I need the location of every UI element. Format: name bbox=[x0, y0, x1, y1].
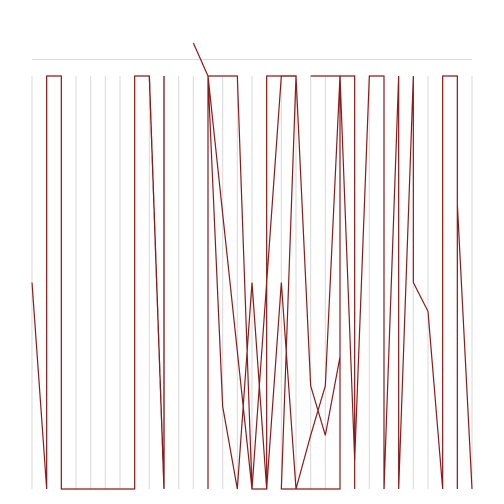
series-line-2 bbox=[192, 42, 341, 490]
series-line-4 bbox=[339, 75, 385, 489]
series-line-1 bbox=[148, 75, 165, 490]
series-line-5 bbox=[383, 75, 473, 490]
series-line-6 bbox=[207, 75, 341, 490]
series-line-0 bbox=[31, 75, 165, 490]
